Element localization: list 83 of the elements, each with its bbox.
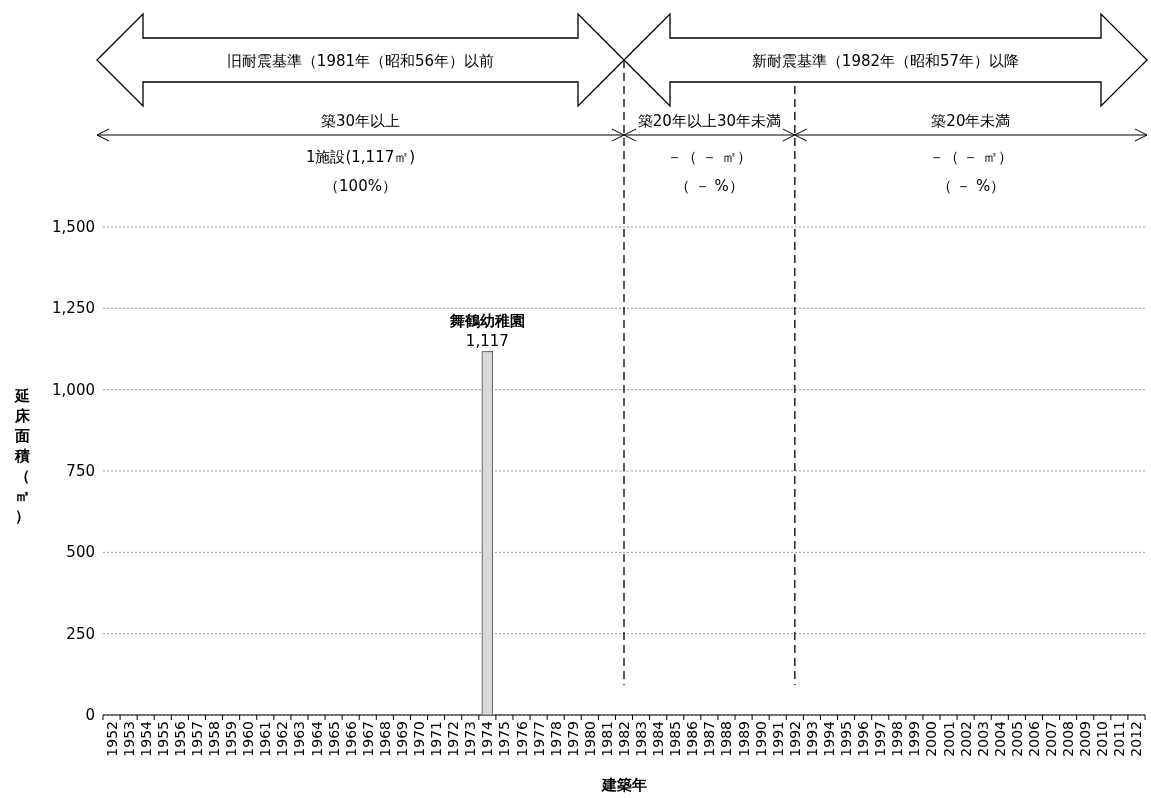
x-tick-label: 1954 xyxy=(137,720,154,757)
x-tick-label: 2010 xyxy=(1094,721,1111,757)
text: －（ － ㎡） xyxy=(667,148,752,166)
text: 築20年未満 xyxy=(931,112,1011,130)
text: 新耐震基準（1982年（昭和57年）以降 xyxy=(751,52,1020,70)
x-tick-label: 1987 xyxy=(701,721,718,757)
annotation: 舞鶴幼稚園 xyxy=(448,311,525,330)
x-tick-label: 1984 xyxy=(650,720,667,757)
x-tick-label: 1956 xyxy=(171,720,188,757)
x-tick-label: 1973 xyxy=(462,721,479,757)
x-tick-label: 2004 xyxy=(991,720,1008,757)
text: 1施設(1,117㎡) xyxy=(305,148,416,166)
x-tick-label: 1995 xyxy=(838,721,855,757)
x-tick-label: 1963 xyxy=(291,721,308,757)
x-tick-label: 2012 xyxy=(1128,721,1145,757)
x-tick-label: 1972 xyxy=(445,721,462,757)
text: 築20年以上30年未満 xyxy=(637,112,781,130)
x-tick-label: 1994 xyxy=(820,720,837,757)
x-tick-label: 2003 xyxy=(974,721,991,757)
x-tick-label: 1961 xyxy=(257,721,274,757)
x-tick-label: 1991 xyxy=(769,721,786,757)
x-tick-label: 2008 xyxy=(1060,721,1077,757)
y-tick-label: 0 xyxy=(85,706,95,724)
x-tick-label: 1986 xyxy=(684,720,701,757)
x-tick-label: 1976 xyxy=(513,720,530,757)
x-tick-label: 1959 xyxy=(223,721,240,757)
x-tick-label: 1965 xyxy=(325,721,342,757)
x-tick-label: 1966 xyxy=(342,720,359,757)
text: （100%） xyxy=(324,177,397,195)
y-tick-label: 1,250 xyxy=(52,299,95,318)
x-tick-label: 2006 xyxy=(1025,720,1042,757)
x-tick-label: 2007 xyxy=(1043,721,1060,757)
x-tick-label: 1982 xyxy=(616,721,632,757)
x-tick-label: 1953 xyxy=(120,721,137,757)
x-tick-label: 1978 xyxy=(547,721,564,757)
data-label: 1,117 xyxy=(465,331,509,350)
x-tick-label: 1952 xyxy=(103,721,120,757)
x-tick-label: 1997 xyxy=(872,721,889,757)
x-tick-label: 1993 xyxy=(803,721,820,757)
x-tick-label: 1985 xyxy=(667,721,684,757)
text: －（ － ㎡） xyxy=(928,148,1014,166)
x-tick-label: 1968 xyxy=(376,721,393,757)
y-axis-title: 延床面積（㎡） xyxy=(13,387,31,525)
x-tick-label: 1971 xyxy=(428,721,445,757)
x-tick-label: 1962 xyxy=(274,721,291,757)
x-tick-label: 1969 xyxy=(393,721,410,757)
text: （ － %） xyxy=(936,177,1006,195)
x-tick-label: 1990 xyxy=(752,721,769,757)
x-tick-label: 1998 xyxy=(889,721,906,757)
y-tick-label: 500 xyxy=(66,543,95,562)
text: （ － %） xyxy=(675,177,744,195)
x-tick-label: 1964 xyxy=(308,720,325,757)
x-tick-label: 2011 xyxy=(1111,721,1128,757)
x-tick-label: 1999 xyxy=(906,721,923,757)
x-tick-label: 1957 xyxy=(188,721,205,757)
x-tick-label: 1992 xyxy=(786,721,803,757)
x-tick-label: 1967 xyxy=(359,721,376,757)
x-tick-label: 1960 xyxy=(240,721,257,757)
x-tick-label: 1977 xyxy=(530,721,547,757)
x-tick-label: 2000 xyxy=(923,721,940,757)
x-tick-label: 2001 xyxy=(940,721,957,757)
x-tick-label: 1980 xyxy=(581,721,598,757)
x-axis-title: 建築年 xyxy=(600,776,647,794)
text: 旧耐震基準（1981年（昭和56年）以前 xyxy=(226,52,495,70)
x-tick-label: 1955 xyxy=(154,721,171,757)
x-tick-label: 1975 xyxy=(496,721,513,757)
y-tick-label: 1,500 xyxy=(52,218,95,236)
y-tick-label: 250 xyxy=(66,624,95,643)
y-tick-label: 750 xyxy=(66,462,95,480)
x-tick-label: 1989 xyxy=(735,721,752,757)
x-tick-label: 2002 xyxy=(957,721,974,757)
x-tick-label: 2009 xyxy=(1077,721,1094,757)
x-tick-label: 1981 xyxy=(598,721,615,757)
x-tick-label: 1996 xyxy=(855,720,872,757)
x-tick-label: 1983 xyxy=(633,721,650,757)
text: 築30年以上 xyxy=(320,112,401,130)
y-tick-label: 1,000 xyxy=(52,380,95,399)
x-tick-label: 2005 xyxy=(1008,721,1025,757)
x-tick-label: 1979 xyxy=(564,721,581,757)
x-tick-label: 1958 xyxy=(206,721,223,757)
x-tick-label: 1974 xyxy=(479,720,496,757)
x-tick-label: 1970 xyxy=(411,721,428,757)
x-tick-label: 1988 xyxy=(718,721,735,757)
